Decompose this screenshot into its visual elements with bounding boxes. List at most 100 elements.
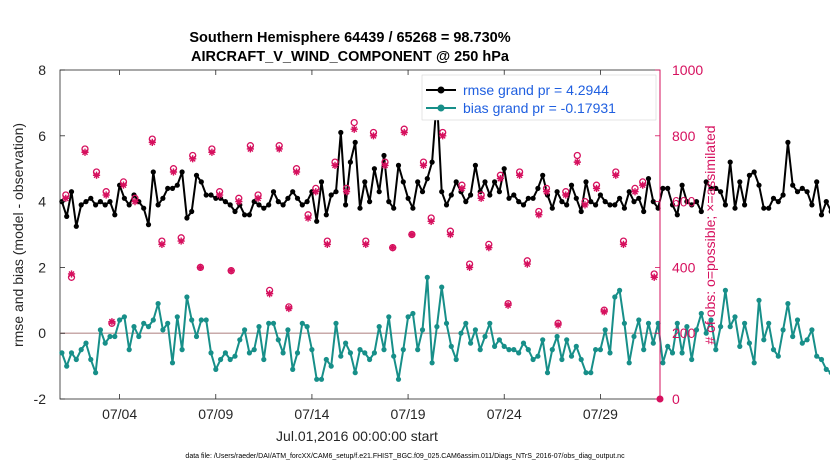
obs-assimilated-marker — [362, 240, 370, 248]
x-tick-label: 07/04 — [102, 406, 137, 422]
obs-assimilated-marker — [62, 194, 70, 202]
rmse-series-point — [453, 179, 459, 185]
y-right-tick-label: 0 — [672, 391, 680, 407]
obs-possible-marker — [573, 151, 581, 160]
rmse-series-point — [386, 199, 392, 205]
rmse-series-point — [179, 169, 185, 175]
rmse-series-point — [242, 212, 248, 218]
rmse-series-point — [775, 199, 781, 205]
rmse-series-point — [674, 212, 680, 218]
obs-assimilated-marker — [446, 230, 454, 239]
obs-assimilated-marker — [67, 270, 76, 278]
rmse-series-point — [160, 195, 166, 201]
rmse-series-point — [227, 202, 233, 208]
bias-series-point — [93, 370, 99, 376]
rmse-series-point — [501, 166, 507, 172]
x-tick-label: 07/19 — [391, 406, 426, 422]
obs-assimilated-marker — [81, 148, 89, 156]
bias-series-point — [732, 314, 738, 320]
rmse-series-point — [126, 202, 132, 208]
bias-series-point — [112, 333, 118, 340]
bias-series-point — [318, 376, 325, 382]
bias-series-point — [381, 347, 387, 353]
rmse-series-point — [290, 189, 296, 195]
bias-series-point — [242, 327, 248, 333]
rmse-series-point — [203, 192, 209, 198]
bias-series-point — [669, 350, 676, 356]
bias-series-point — [165, 320, 171, 326]
bias-series-point — [525, 347, 531, 353]
bias-series-point — [689, 356, 695, 363]
bias-series-point — [626, 360, 632, 366]
rmse-series-point — [482, 179, 488, 185]
bias-series-point — [198, 317, 204, 323]
rmse-series-point — [165, 185, 171, 191]
bias-series-point — [645, 320, 652, 326]
obs-assimilated-marker — [554, 321, 562, 329]
rmse-series-point — [698, 208, 704, 215]
bias-series-point — [193, 333, 200, 340]
rmse-series-point — [679, 182, 685, 188]
rmse-series-point — [294, 195, 301, 201]
rmse-series-point — [746, 172, 753, 178]
bias-series-point — [256, 324, 262, 330]
rmse-series-point — [626, 189, 632, 195]
rmse-series-point — [814, 179, 820, 185]
bias-series-point — [328, 363, 334, 369]
rmse-series-point — [83, 199, 89, 205]
rmse-series-point — [520, 202, 527, 208]
rmse-series-point — [468, 192, 474, 198]
bias-series-point — [472, 327, 478, 333]
rmse-series-point — [347, 159, 353, 165]
bias-series-point — [718, 324, 724, 330]
obs-assimilated-marker — [342, 188, 351, 196]
bias-series-point — [102, 340, 108, 346]
obs-assimilated-marker — [158, 240, 166, 248]
rmse-series-point — [766, 205, 772, 211]
bias-series-point — [145, 324, 152, 330]
rmse-series-point — [64, 213, 70, 219]
bias-series-point — [583, 370, 589, 376]
rmse-series-point — [641, 208, 647, 215]
bias-series-point — [506, 347, 512, 353]
rmse-series-point — [487, 192, 493, 198]
right-axis: 0 200 400 600 800 1000 — [655, 62, 703, 407]
rmse-series-point — [318, 179, 325, 185]
bias-series-point — [150, 317, 156, 323]
x-axis-label: Jul.01,2016 00:00:00 start — [276, 428, 438, 444]
bias-series-point — [617, 287, 623, 293]
rmse-series-point — [275, 199, 281, 205]
rmse-series-point — [376, 189, 382, 195]
obs-assimilated-marker — [485, 244, 493, 252]
rmse-series-point — [516, 199, 522, 205]
rmse-series-point — [732, 205, 738, 211]
y-tick-label: -2 — [34, 391, 47, 407]
obs-assimilated-marker — [312, 188, 320, 196]
obs-assimilated-markers — [62, 125, 664, 403]
x-tick-label: 07/24 — [487, 406, 522, 422]
obs-assimilated-marker — [196, 263, 204, 271]
rmse-series-point — [612, 202, 618, 208]
rmse-series-point — [506, 195, 512, 201]
obs-assimilated-marker — [275, 145, 283, 153]
bias-series-point — [554, 333, 560, 340]
rmse-series-point — [410, 205, 416, 211]
bias-series-point — [222, 350, 228, 356]
bias-series-point — [727, 324, 733, 330]
rmse-series-point — [713, 185, 719, 191]
rmse-series-point — [121, 195, 127, 201]
y-axis-right-label: # of obs: o=possible; ×=assimilated — [702, 125, 718, 344]
rmse-series-point — [799, 185, 805, 191]
obs-assimilated-marker — [516, 171, 524, 179]
bias-series-point — [742, 320, 748, 326]
obs-assimilated-marker — [189, 155, 197, 163]
bias-series-point — [443, 320, 450, 326]
bias-series-point — [78, 347, 84, 353]
chart-subtitle: AIRCRAFT_V_WIND_COMPONENT @ 250 hPa — [191, 49, 510, 65]
bias-series-point — [371, 350, 377, 356]
bias-series-point — [333, 320, 339, 326]
bias-series-point — [453, 356, 459, 363]
y-right-tick-label: 200 — [672, 325, 696, 341]
bias-series-point — [232, 353, 238, 359]
y-tick-label: 0 — [38, 325, 46, 341]
